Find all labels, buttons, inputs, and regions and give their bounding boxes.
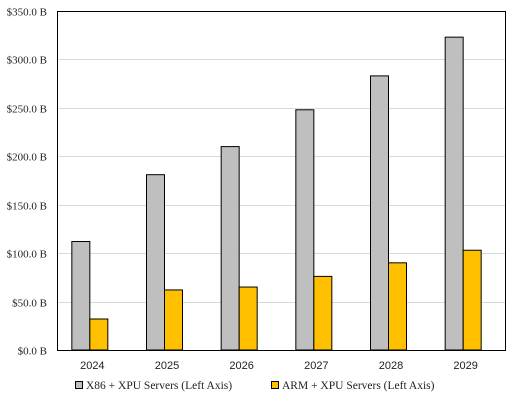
x-tick-label: 2029 <box>453 360 477 372</box>
y-tick-label: $0.0 B <box>18 346 47 358</box>
y-tick-label: $350.0 B <box>7 7 47 19</box>
bar-x86-xpu-2027 <box>295 109 315 351</box>
bars <box>71 36 482 351</box>
y-tick-label: $200.0 B <box>7 152 47 164</box>
bar-x86-xpu-2024 <box>71 241 91 351</box>
bar-arm-xpu-2025 <box>164 289 183 351</box>
bar-arm-xpu-2028 <box>388 262 407 351</box>
y-axis-ticks: $0.0 B $50.0 B $100.0 B $150.0 B $200.0 B $25… <box>7 7 47 358</box>
x-tick-label: 2028 <box>379 360 403 372</box>
x-tick-label: 2027 <box>304 360 328 372</box>
bar-x86-xpu-2025 <box>146 174 165 351</box>
legend-label: X86 + XPU Servers (Left Axis) <box>86 380 232 392</box>
bar-arm-xpu-2027 <box>313 275 333 351</box>
x-axis-ticks: 2024 2025 2026 2027 2028 2029 <box>80 360 478 372</box>
legend: X86 + XPU Servers (Left Axis) ARM + XPU S… <box>75 380 435 392</box>
x-tick-label: 2024 <box>80 360 104 372</box>
y-tick-label: $150.0 B <box>7 201 47 213</box>
x-tick-label: 2025 <box>155 360 179 372</box>
bar-arm-xpu-2024 <box>89 318 109 351</box>
y-tick-label: $100.0 B <box>7 249 47 261</box>
bar-x86-xpu-2028 <box>370 75 389 351</box>
y-tick-label: $250.0 B <box>7 104 47 116</box>
bar-x86-xpu-2029 <box>444 36 464 351</box>
bar-arm-xpu-2029 <box>462 249 482 351</box>
gridlines <box>57 59 505 303</box>
bar-x86-xpu-2026 <box>220 146 240 351</box>
x-tick-label: 2026 <box>229 360 253 372</box>
plot-frame <box>57 11 506 351</box>
legend-label: ARM + XPU Servers (Left Axis) <box>282 380 435 392</box>
bar-arm-xpu-2026 <box>238 286 258 351</box>
y-tick-label: $300.0 B <box>7 55 47 67</box>
legend-swatch <box>271 381 279 389</box>
y-tick-label: $50.0 B <box>12 298 47 310</box>
legend-swatch <box>75 381 83 389</box>
